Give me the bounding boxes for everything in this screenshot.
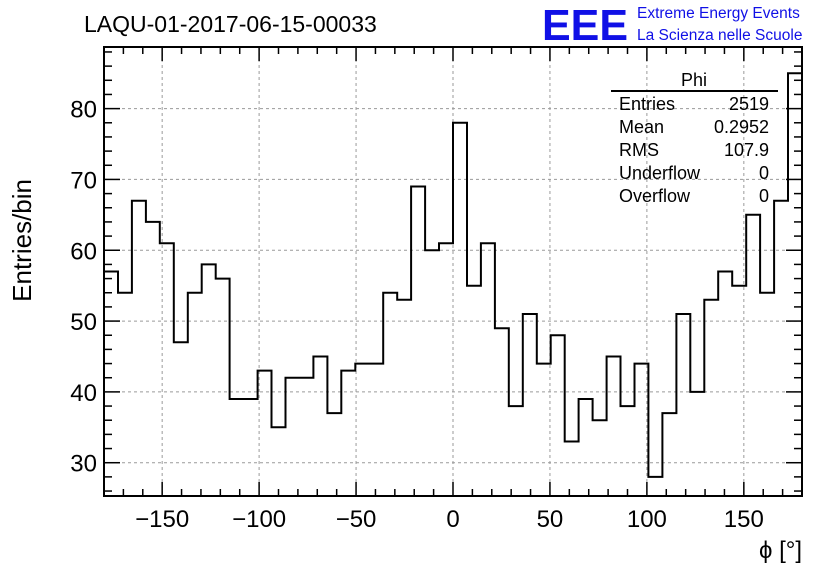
x-tick-label: −100	[232, 506, 286, 533]
x-tick-labels: −150 −100 −50 0 50 100 150	[135, 506, 764, 533]
y-tick-label: 50	[70, 309, 97, 336]
stats-box: Phi Entries 2519 Mean 0.2952 RMS 107.9 Underfl…	[611, 70, 778, 206]
x-tick-label: 0	[446, 506, 459, 533]
stats-value: 0	[759, 163, 769, 183]
stats-label: Overflow	[619, 186, 691, 206]
x-tick-label: 100	[627, 506, 667, 533]
stats-rows: Entries 2519 Mean 0.2952 RMS 107.9 Underflow 0 O…	[619, 94, 769, 206]
logo-mark: EEE	[542, 1, 628, 50]
y-tick-label: 70	[70, 167, 97, 194]
logo-line-1: Extreme Energy Events	[637, 5, 800, 22]
stats-value: 107.9	[724, 140, 769, 160]
y-tick-label: 60	[70, 238, 97, 265]
y-tick-label: 30	[70, 451, 97, 478]
y-tick-labels: 30 40 50 60 70 80	[70, 97, 97, 478]
stats-value: 0.2952	[714, 117, 769, 137]
x-tick-label: 50	[537, 506, 564, 533]
stats-value: 0	[759, 186, 769, 206]
y-axis-label: Entries/bin	[7, 179, 37, 302]
axis-ticks	[103, 47, 803, 496]
run-title: LAQU-01-2017-06-15-00033	[84, 11, 377, 37]
stats-label: Mean	[619, 117, 664, 137]
stats-label: Entries	[619, 94, 675, 114]
stats-label: Underflow	[619, 163, 701, 183]
x-axis-label: ϕ [°]	[759, 537, 802, 564]
x-tick-label: −150	[135, 506, 189, 533]
stats-value: 2519	[729, 94, 769, 114]
logo-line-2: La Scienza nelle Scuole	[637, 27, 802, 44]
histogram-line	[104, 72, 802, 478]
y-tick-label: 80	[70, 97, 97, 124]
stats-label: RMS	[619, 140, 659, 160]
eee-logo: EEE Extreme Energy Events La Scienza nel…	[542, 1, 802, 50]
x-tick-label: 150	[724, 506, 764, 533]
x-tick-label: −50	[336, 506, 377, 533]
stats-title: Phi	[681, 70, 707, 90]
y-tick-label: 40	[70, 380, 97, 407]
